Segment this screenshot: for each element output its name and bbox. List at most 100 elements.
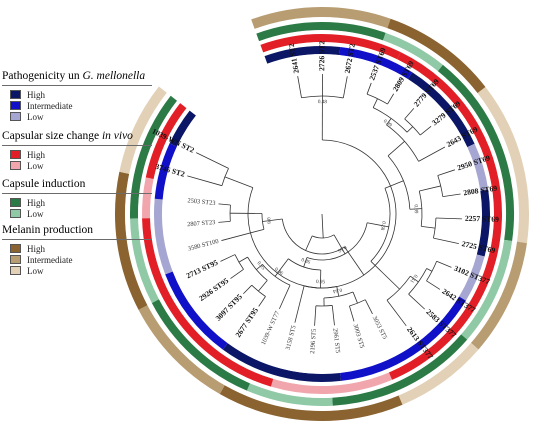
tree-arc [251,284,266,297]
tree-branch [303,257,308,268]
leaf-label: 2961 ST5 [331,328,341,354]
melanin-ring-segment [398,342,479,405]
capsular-ring-segment [142,218,274,387]
leaf-label: 2677 ST95 [234,306,261,339]
capsular-ring-segment [145,103,187,179]
bootstrap-value: 0.95 [316,279,326,285]
tree-branch [221,228,265,241]
legend-title: Pathogenicity un G. mellonella [2,70,146,82]
annotation-rings [115,7,529,422]
pathogenicity-ring-segment [340,296,466,381]
tree-branch [243,284,253,295]
tree-branch [409,208,422,210]
tree-branch [218,220,231,223]
legend-label: Intermediate [27,254,73,265]
tree-arc [281,218,345,255]
bootstrap-value: 0.56 [336,244,347,254]
legend-section: Capsule induction High Low [2,178,152,219]
tree-branch [408,293,425,310]
legend-swatch [10,255,21,264]
legend-section: Melanin production High Intermediate Low [2,224,152,276]
melanin-ring-segment [115,171,148,310]
leaf-label: 3003 ST5 [352,323,366,349]
legend-title: Capsular size change in vivo [2,130,133,142]
tree-branch [372,98,378,108]
capsular-ring-segment [260,34,401,60]
leaf-label: 2726 ST2 [317,41,326,71]
tree-branch [218,203,231,206]
melanin-ring-segment [470,241,527,350]
legend-label: Low [27,208,44,219]
legend-item: Intermediate [2,100,152,111]
tree-branch [418,146,446,162]
tree-branch [367,222,389,228]
tree-branch [426,268,433,272]
legend-item: High [2,243,152,254]
legend-item: High [2,89,152,100]
tree-branch [331,305,335,326]
legend-item: Low [2,265,152,276]
tree-branch [352,291,358,304]
bootstrap-value: 0.86 [300,257,311,266]
pathogenicity-ring-segment [476,189,490,257]
legend-section: Pathogenicity un G. mellonella High Interm… [2,70,152,122]
pathogenicity-ring-segment [467,143,489,191]
legend-divider [2,193,152,194]
pathogenicity-ring-segment [154,143,177,200]
legend-swatch [10,101,21,110]
pathogenicity-ring-segment [165,271,228,350]
bootstrap-value: 0.96 [273,267,284,277]
bootstrap-value: 0.58 [379,221,387,231]
melanin-ring-segment [119,86,167,174]
leaf-label: 2713 ST95 [185,258,220,281]
tree-arc [261,213,265,230]
tree-branch [224,176,254,188]
induction-ring-segment [332,334,468,406]
leaf-label: 2641 ST2 [287,43,301,74]
pathogenicity-ring-segment [222,343,341,382]
melanin-ring-segment [387,18,486,94]
pathogenicity-ring-segment [154,198,173,275]
legend-swatch [10,198,21,207]
induction-ring-segment [382,32,443,72]
induction-ring-segment [151,299,250,391]
leaf-label: 2257 ST69 [465,214,499,224]
melanin-ring-segment [138,305,225,394]
legend-swatch [10,244,21,253]
tree-branch [262,218,283,222]
leaf-label: 2807 ST23 [187,219,216,228]
legend-swatch [10,150,21,159]
capsular-ring-segment [388,52,502,380]
legend-item: Low [2,208,152,219]
bootstrap-value: 0.48 [318,99,328,105]
induction-ring-segment [256,22,386,42]
pathogenicity-ring-segment [169,110,196,147]
leaf-label: 3097 ST95 [214,292,244,323]
legend-label: High [27,197,45,208]
tree-branch [386,118,392,126]
tree-branch [238,256,248,263]
pathogenicity-ring-segment [339,46,413,80]
leaf-label: 2196 ST5 [309,329,318,354]
tree-arc [366,93,388,105]
tree-branch [426,280,441,290]
tree-branch [410,275,419,283]
leaf-label: 2503 ST23 [187,197,216,207]
tree-branch [342,76,348,99]
legend-swatch [10,161,21,170]
tree-branch [436,260,452,268]
legend-item: Low [2,111,152,122]
legend-label: High [27,243,45,254]
leaf-label: 3580 ST100 [187,238,219,253]
tree-arc [247,139,397,289]
legend-divider [2,85,152,86]
legend-title: Melanin production [2,224,94,236]
tree-branch [333,234,346,255]
tree-arc [306,222,368,261]
tree-branch [384,180,404,189]
melanin-ring-segment [477,87,529,244]
tree-branch [442,193,461,197]
tree-branch [437,169,455,176]
tree-branch [404,108,415,120]
tree-branch [435,217,462,220]
